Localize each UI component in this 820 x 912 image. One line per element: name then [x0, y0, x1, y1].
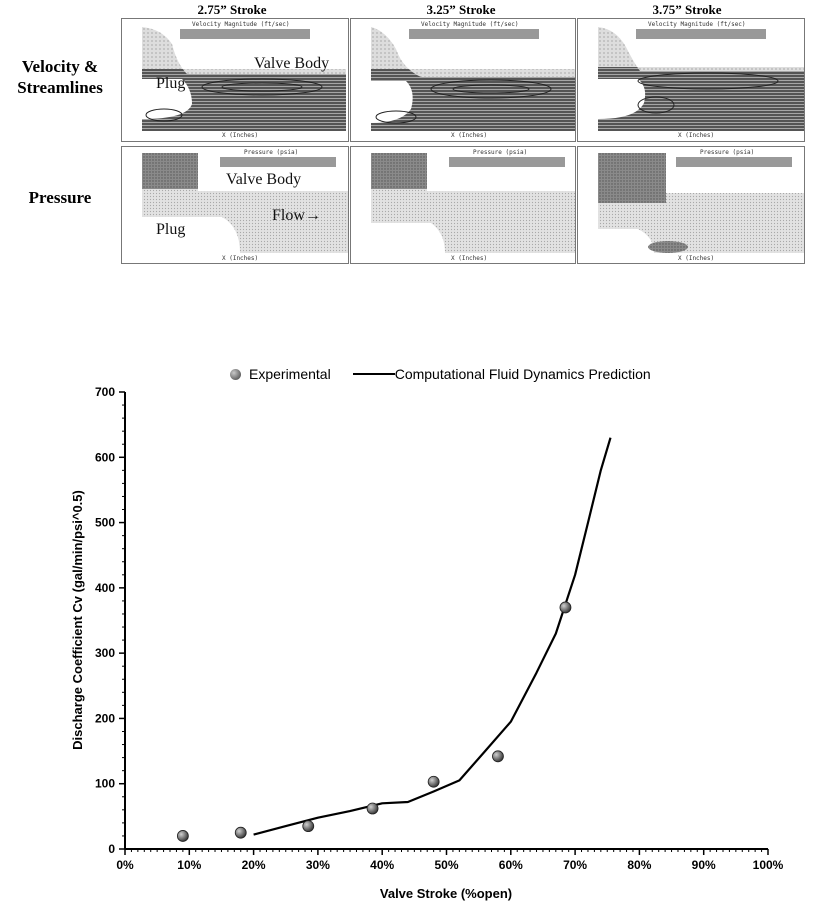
- y-tick-label: 500: [95, 516, 115, 530]
- experimental-point: [302, 820, 315, 833]
- series-cfd-line: [253, 437, 612, 836]
- label-flow-p1: Flow→: [272, 207, 321, 224]
- pressure-panel-2: Pressure (psia) X (Inches): [350, 146, 576, 264]
- y-tick-label: 400: [95, 581, 115, 595]
- pressure-legend-title-1: Pressure (psia): [244, 149, 299, 156]
- axis-x-label-v3: X (Inches): [678, 132, 715, 139]
- experimental-point: [559, 601, 572, 614]
- x-tick-label: 60%: [499, 858, 523, 872]
- y-axis-label: Discharge Coefficient Cv (gal/min/psi^0.…: [70, 490, 85, 750]
- x-tick-label: 50%: [434, 858, 458, 872]
- x-tick-label: 0%: [116, 858, 134, 872]
- x-tick-label: 90%: [692, 858, 716, 872]
- legend-label-experimental: Experimental: [249, 366, 331, 382]
- experimental-point: [176, 830, 189, 842]
- x-tick-label: 20%: [242, 858, 266, 872]
- y-tick-label: 200: [95, 711, 115, 725]
- velocity-legend-title-3: Velocity Magnitude (ft/sec): [648, 21, 746, 28]
- x-axis-label: Valve Stroke (%open): [380, 886, 512, 901]
- x-tick-label: 10%: [177, 858, 201, 872]
- velocity-panel-3: Velocity Magnitude (ft/sec) X (Inches): [577, 18, 805, 142]
- row-label-velocity: Velocity & Streamlines: [17, 57, 103, 97]
- chart-legend: Experimental Computational Fluid Dynamic…: [230, 366, 651, 382]
- velocity-legend-title-1: Velocity Magnitude (ft/sec): [192, 21, 290, 28]
- legend-label-cfd: Computational Fluid Dynamics Prediction: [394, 366, 651, 382]
- pressure-legend-title-3: Pressure (psia): [700, 149, 755, 156]
- pressure-panel-3: Pressure (psia) X (Inches): [577, 146, 805, 264]
- label-plug-1: Plug: [156, 75, 186, 92]
- y-tick-label: 100: [95, 777, 115, 791]
- axis-x-label-p3: X (Inches): [678, 255, 715, 262]
- velocity-panel-1: Velocity Magnitude (ft/sec) Plug Valve B…: [121, 18, 349, 142]
- y-tick-label: 700: [95, 385, 115, 399]
- experimental-point: [427, 775, 440, 788]
- row-label-pressure: Pressure: [28, 188, 92, 207]
- pressure-panel-1: Pressure (psia) Valve Body Plug Flow→ X …: [121, 146, 349, 264]
- pressure-legend-title-2: Pressure (psia): [473, 149, 528, 156]
- axis-x-label-p1: X (Inches): [222, 255, 259, 262]
- y-tick-label: 0: [108, 842, 115, 856]
- axis-x-label-v2: X (Inches): [451, 132, 488, 139]
- x-tick-label: 40%: [370, 858, 394, 872]
- column-header-1: 2.75” Stroke: [197, 2, 267, 17]
- cv-chart: 0 100 200 300 400 500 600 700 0% 10% 20% 30% 40% 50% 6…: [70, 385, 784, 901]
- experimental-point: [234, 826, 247, 839]
- velocity-panel-2: Velocity Magnitude (ft/sec) X (Inches): [350, 18, 576, 142]
- experimental-point: [366, 802, 379, 815]
- legend-marker-cfd: [352, 373, 395, 375]
- velocity-legend-title-2: Velocity Magnitude (ft/sec): [421, 21, 519, 28]
- legend-marker-experimental: [230, 368, 241, 380]
- label-valve-body-1: Valve Body: [254, 55, 330, 72]
- x-tick-label: 100%: [753, 858, 784, 872]
- y-tick-label: 600: [95, 450, 115, 464]
- x-tick-label: 80%: [627, 858, 651, 872]
- axis-x-label-p2: X (Inches): [451, 255, 488, 262]
- label-plug-p1: Plug: [156, 221, 186, 238]
- label-valve-body-p1: Valve Body: [226, 171, 302, 188]
- column-header-3: 3.75” Stroke: [652, 2, 722, 17]
- y-tick-label: 300: [95, 646, 115, 660]
- column-header-2: 3.25” Stroke: [426, 2, 496, 17]
- experimental-point: [492, 750, 504, 763]
- x-tick-label: 30%: [306, 858, 330, 872]
- x-tick-label: 70%: [563, 858, 587, 872]
- axis-x-label-v1: X (Inches): [222, 132, 259, 139]
